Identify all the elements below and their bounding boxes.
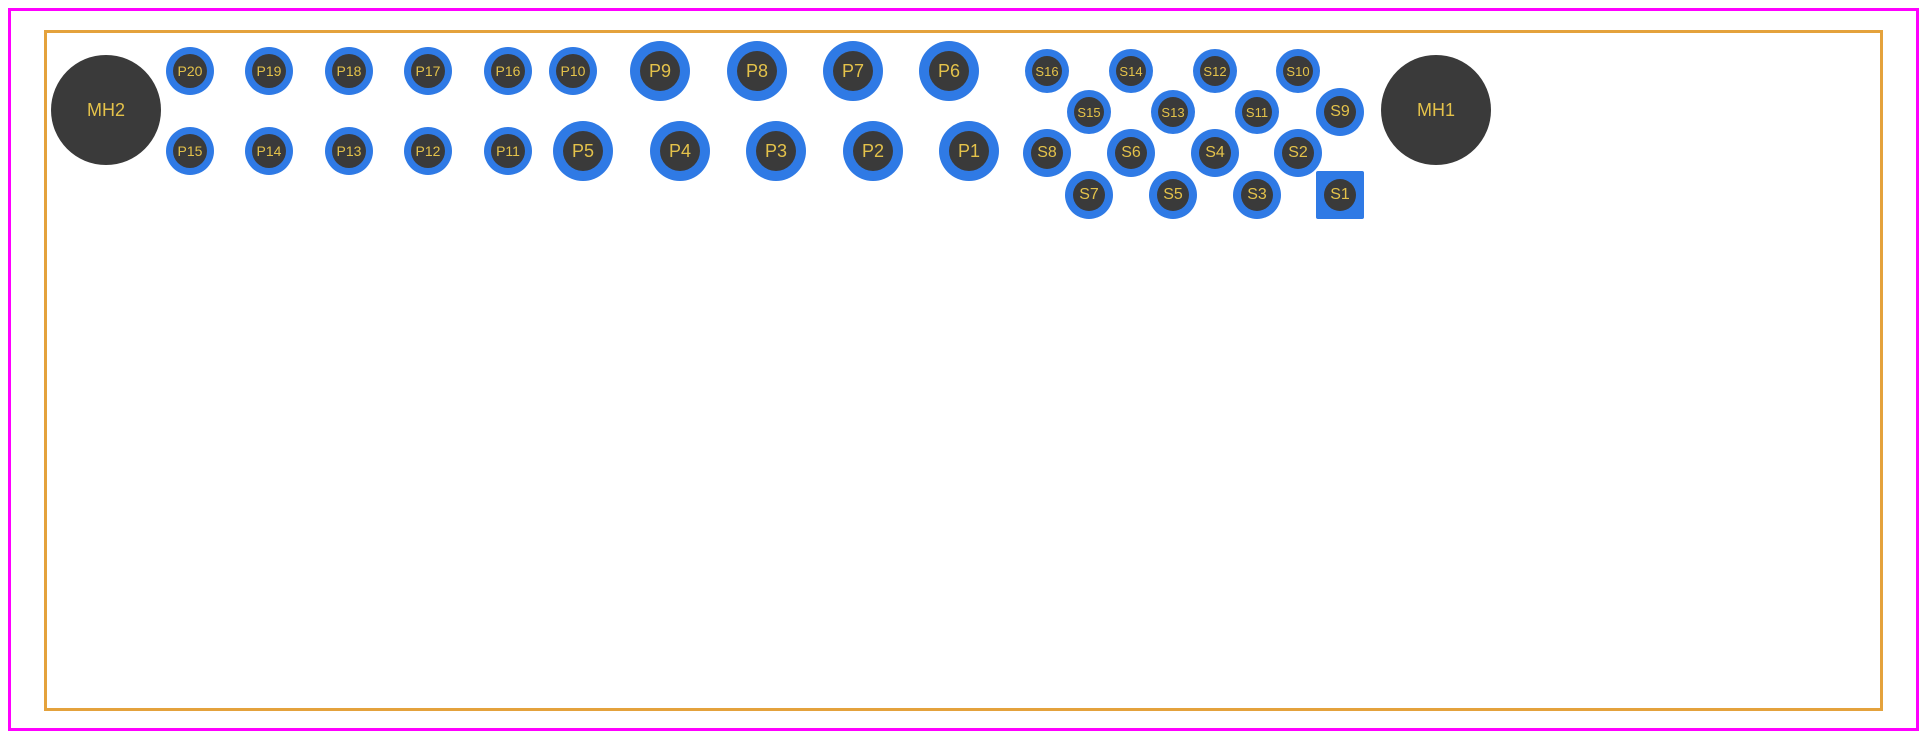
pad-label: MH1 — [1417, 100, 1455, 121]
pad-s3: S3 — [1233, 171, 1281, 219]
pad-mh2: MH2 — [51, 55, 161, 165]
pad-p20: P20 — [166, 47, 214, 95]
pad-s10: S10 — [1276, 49, 1320, 93]
pad-s15: S15 — [1067, 90, 1111, 134]
pad-label: S11 — [1246, 105, 1268, 120]
pad-s16: S16 — [1025, 49, 1069, 93]
pad-label: P6 — [938, 61, 960, 82]
pad-p6: P6 — [919, 41, 979, 101]
pad-label: S8 — [1037, 144, 1057, 162]
pad-label: MH2 — [87, 100, 125, 121]
pad-p3: P3 — [746, 121, 806, 181]
pad-s4: S4 — [1191, 129, 1239, 177]
pad-label: P17 — [416, 63, 441, 79]
pad-s12: S12 — [1193, 49, 1237, 93]
pad-p18: P18 — [325, 47, 373, 95]
pad-s6: S6 — [1107, 129, 1155, 177]
pad-s14: S14 — [1109, 49, 1153, 93]
pad-p15: P15 — [166, 127, 214, 175]
pad-p19: P19 — [245, 47, 293, 95]
pad-p10: P10 — [549, 47, 597, 95]
pad-p13: P13 — [325, 127, 373, 175]
pad-label: P9 — [649, 61, 671, 82]
pad-label: P7 — [842, 61, 864, 82]
pad-label: P20 — [178, 63, 203, 79]
pad-p1: P1 — [939, 121, 999, 181]
pad-label: P18 — [337, 63, 362, 79]
pad-p14: P14 — [245, 127, 293, 175]
pad-s8: S8 — [1023, 129, 1071, 177]
pad-label: S5 — [1163, 186, 1183, 204]
pad-s7: S7 — [1065, 171, 1113, 219]
pad-label: S3 — [1247, 186, 1267, 204]
pad-label: S9 — [1330, 103, 1350, 121]
pad-p11: P11 — [484, 127, 532, 175]
pad-label: S13 — [1161, 105, 1184, 120]
pad-s5: S5 — [1149, 171, 1197, 219]
pad-p17: P17 — [404, 47, 452, 95]
pad-p12: P12 — [404, 127, 452, 175]
pad-s1: S1 — [1316, 171, 1364, 219]
pad-label: P5 — [572, 141, 594, 162]
pad-p9: P9 — [630, 41, 690, 101]
pad-p5: P5 — [553, 121, 613, 181]
pad-label: P13 — [337, 143, 362, 159]
pad-mh1: MH1 — [1381, 55, 1491, 165]
pad-label: S16 — [1035, 64, 1058, 79]
pad-label: P12 — [416, 143, 441, 159]
pad-s11: S11 — [1235, 90, 1279, 134]
pad-label: S14 — [1119, 64, 1142, 79]
pad-label: P15 — [178, 143, 203, 159]
pad-s2: S2 — [1274, 129, 1322, 177]
pad-label: P10 — [561, 63, 586, 79]
pad-label: P14 — [257, 143, 282, 159]
pad-label: S10 — [1286, 64, 1309, 79]
pad-s13: S13 — [1151, 90, 1195, 134]
pad-s9: S9 — [1316, 88, 1364, 136]
pad-p8: P8 — [727, 41, 787, 101]
pad-p16: P16 — [484, 47, 532, 95]
pad-label: S1 — [1330, 186, 1350, 204]
pad-label: P8 — [746, 61, 768, 82]
pcb-canvas: MH2 MH1 P20 P19 P18 P17 P16 P10 P9 P8 P7 P6 P15 P14 P1… — [0, 0, 1927, 739]
pad-label: S15 — [1077, 105, 1100, 120]
pad-label: S12 — [1203, 64, 1226, 79]
pad-label: P11 — [496, 143, 520, 159]
pad-label: S6 — [1121, 144, 1141, 162]
pad-label: P19 — [257, 63, 282, 79]
pad-label: S4 — [1205, 144, 1225, 162]
pad-p4: P4 — [650, 121, 710, 181]
pad-p7: P7 — [823, 41, 883, 101]
pad-label: P3 — [765, 141, 787, 162]
pad-label: P2 — [862, 141, 884, 162]
pad-label: S2 — [1288, 144, 1308, 162]
pad-label: P1 — [958, 141, 980, 162]
pad-p2: P2 — [843, 121, 903, 181]
pad-label: P4 — [669, 141, 691, 162]
pad-label: P16 — [496, 63, 521, 79]
pad-label: S7 — [1079, 186, 1099, 204]
